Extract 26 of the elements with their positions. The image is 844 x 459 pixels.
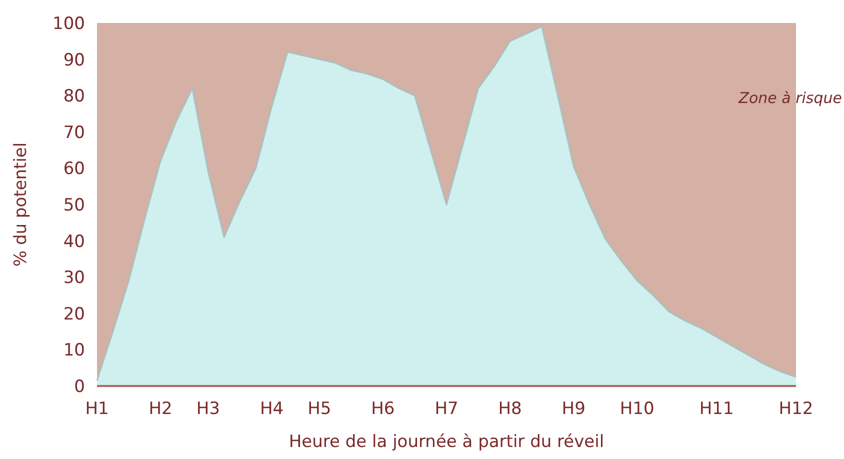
y-tick-label: 40 [63, 232, 85, 252]
y-tick-label: 20 [63, 304, 85, 324]
y-tick-label: 30 [63, 268, 85, 288]
x-tick-label: H10 [620, 399, 654, 419]
y-tick-label: 50 [63, 195, 85, 216]
y-axis-title: % du potentiel [11, 142, 31, 267]
x-axis-title: Heure de la journée à partir du réveil [288, 432, 604, 452]
x-tick-label: H6 [371, 399, 395, 419]
y-tick-label: 70 [63, 122, 85, 143]
y-tick-label: 100 [52, 14, 85, 34]
y-tick-label: 60 [63, 159, 85, 180]
x-tick-label: H4 [260, 399, 284, 419]
x-tick-label: H9 [562, 399, 586, 419]
x-tick-label: H2 [148, 399, 172, 419]
y-tick-label: 10 [63, 340, 85, 361]
x-tick-label: H1 [85, 399, 109, 419]
y-tick-label: 80 [63, 86, 85, 107]
x-tick-label: H3 [196, 399, 220, 419]
x-tick-label: H7 [434, 399, 458, 419]
x-tick-label: H12 [778, 399, 814, 419]
y-tick-label: 90 [63, 50, 85, 70]
x-tick-label: H11 [699, 399, 734, 419]
x-tick-label: H5 [308, 399, 332, 419]
y-tick-label: 0 [74, 376, 85, 397]
x-tick-label: H8 [498, 399, 522, 419]
band-label: Zone à risque [738, 88, 842, 107]
